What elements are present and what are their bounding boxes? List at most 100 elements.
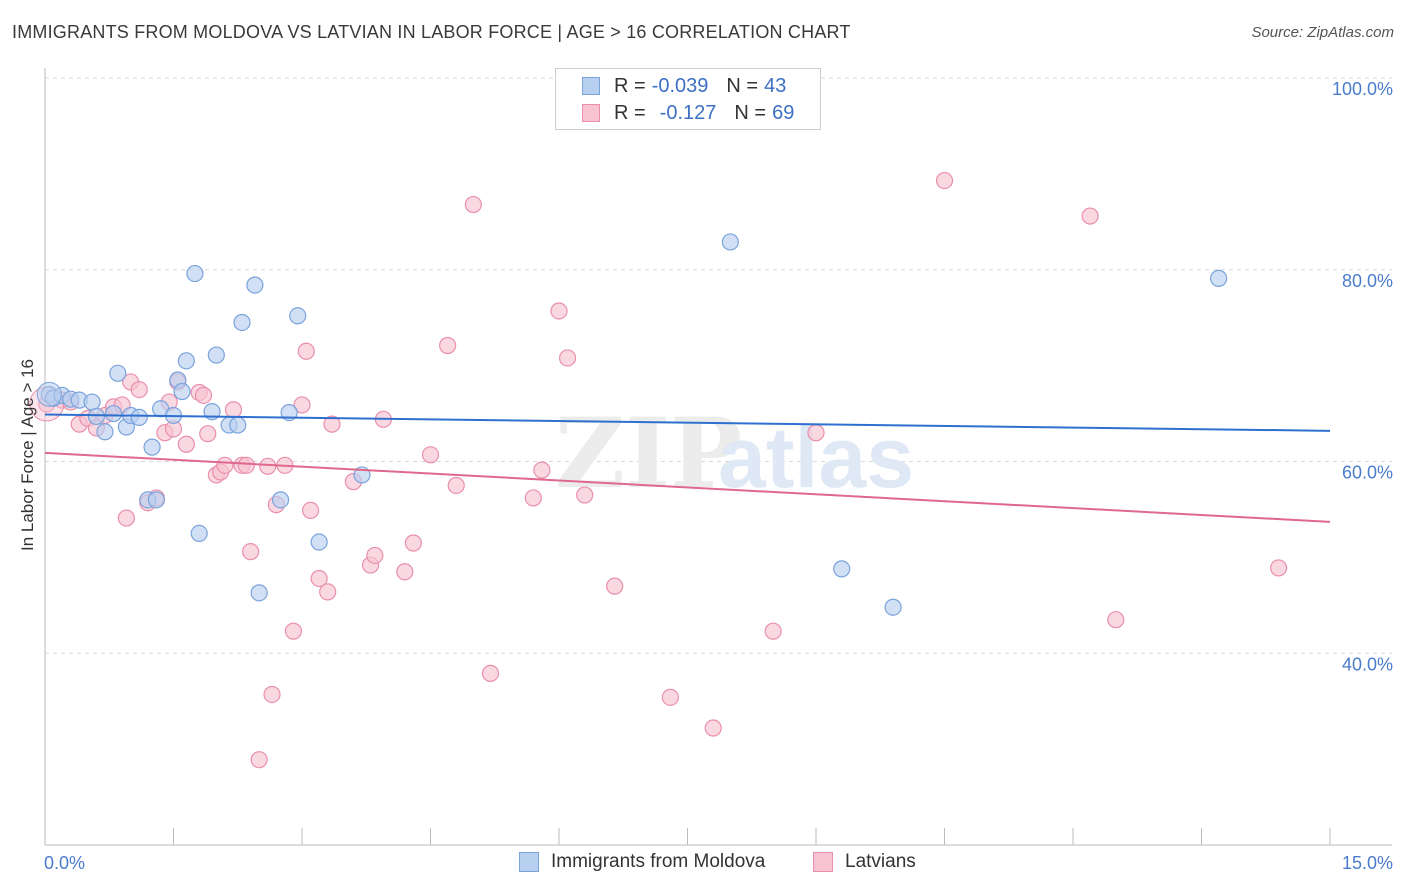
moldova-point bbox=[173, 382, 191, 401]
legend-swatch-pink bbox=[582, 104, 600, 122]
latvian-point bbox=[1107, 611, 1125, 629]
moldova-point bbox=[833, 560, 851, 578]
latvian-point bbox=[481, 664, 500, 682]
moldova-point bbox=[130, 408, 148, 426]
legend-r-value: -0.039 bbox=[651, 74, 709, 97]
latvian-point bbox=[807, 424, 825, 442]
moldova-point bbox=[310, 533, 328, 551]
legend-n-value: 43 bbox=[764, 74, 787, 97]
moldova-point bbox=[289, 307, 307, 325]
moldova-point bbox=[83, 393, 101, 411]
latvian-point bbox=[1269, 559, 1288, 577]
legend-swatch-blue bbox=[582, 77, 600, 95]
x-tick-label-max: 15.0% bbox=[1342, 853, 1393, 873]
legend-n-label: N = bbox=[726, 74, 759, 97]
latvian-point bbox=[237, 456, 255, 474]
legend-label-moldova: Immigrants from Moldova bbox=[551, 851, 766, 872]
latvian-point bbox=[284, 622, 303, 640]
legend-r-value: -0.127 bbox=[659, 101, 717, 124]
moldova-point bbox=[229, 416, 247, 434]
legend-item-latvians[interactable]: Latvians bbox=[813, 851, 916, 873]
moldova-point bbox=[246, 276, 264, 294]
latvian-point bbox=[524, 489, 542, 507]
moldova-point bbox=[177, 352, 195, 370]
latvian-point bbox=[224, 401, 243, 419]
moldova-trend-line bbox=[44, 413, 1331, 432]
latvian-point bbox=[935, 171, 954, 190]
latvian-point bbox=[323, 415, 341, 433]
moldova-point bbox=[190, 524, 208, 543]
moldova-point bbox=[271, 491, 290, 509]
legend-label-latvians: Latvians bbox=[845, 851, 916, 872]
latvian-point bbox=[464, 195, 482, 214]
legend-r-label: R = bbox=[614, 101, 646, 124]
moldova-point bbox=[1210, 269, 1228, 287]
legend-item-moldova[interactable]: Immigrants from Moldova bbox=[519, 851, 765, 873]
y-tick-label: 100.0% bbox=[1332, 79, 1393, 99]
latvian-point bbox=[661, 688, 679, 706]
moldova-point bbox=[884, 598, 902, 616]
y-axis-label: In Labor Force | Age > 16 bbox=[18, 358, 37, 552]
watermark: ZIP atlas bbox=[555, 397, 914, 510]
latvian-point bbox=[421, 446, 440, 464]
y-tick-label: 80.0% bbox=[1342, 271, 1393, 291]
x-tick-label-min: 0.0% bbox=[44, 853, 85, 873]
latvian-trend-line bbox=[44, 451, 1331, 523]
trend-lines bbox=[44, 413, 1331, 523]
latvian-point bbox=[606, 577, 624, 595]
latvian-point bbox=[550, 302, 568, 320]
latvian-point bbox=[310, 569, 328, 588]
latvian-point bbox=[177, 435, 195, 453]
latvian-point bbox=[1081, 207, 1099, 225]
moldova-point bbox=[233, 313, 251, 332]
moldova-point bbox=[721, 233, 739, 251]
moldova-point bbox=[87, 407, 106, 426]
series-legend: Immigrants from Moldova Latvians bbox=[0, 851, 1406, 879]
latvian-point bbox=[250, 751, 268, 769]
legend-n-label: N = bbox=[734, 101, 767, 124]
moldova-point bbox=[96, 423, 114, 441]
latvian-point bbox=[259, 457, 277, 475]
legend-row-latvians: R = -0.127 N = 69 bbox=[556, 100, 794, 126]
latvian-point bbox=[576, 486, 594, 504]
y-tick-label: 40.0% bbox=[1342, 654, 1393, 674]
latvian-point bbox=[704, 719, 722, 737]
latvian-point bbox=[216, 456, 234, 474]
latvian-point bbox=[293, 396, 311, 414]
moldova-points bbox=[36, 233, 1228, 616]
tick-labels: 40.0% 60.0% 80.0% 100.0% 0.0% 15.0% bbox=[44, 79, 1393, 873]
moldova-point bbox=[109, 364, 127, 382]
latvian-point bbox=[558, 349, 577, 367]
moldova-point-cluster bbox=[36, 381, 62, 407]
latvian-point bbox=[533, 461, 551, 479]
moldova-point bbox=[147, 491, 165, 509]
latvian-point bbox=[130, 380, 148, 399]
legend-r-label: R = bbox=[614, 74, 646, 97]
latvian-point bbox=[366, 546, 384, 565]
legend-swatch-moldova bbox=[519, 852, 539, 872]
grid bbox=[45, 77, 1392, 654]
source-label: Source: ZipAtlas.com bbox=[1251, 24, 1394, 41]
moldova-point bbox=[143, 438, 161, 456]
latvian-point bbox=[242, 543, 260, 561]
stats-legend: R = -0.039 N = 43 R = -0.127 N = 69 bbox=[555, 68, 821, 130]
legend-row-moldova: R = -0.039 N = 43 bbox=[556, 73, 786, 99]
moldova-point bbox=[250, 584, 268, 602]
latvian-point bbox=[194, 386, 213, 404]
latvian-point bbox=[404, 534, 422, 552]
legend-n-value: 69 bbox=[772, 101, 795, 124]
latvian-point bbox=[199, 425, 217, 443]
moldova-point bbox=[186, 264, 204, 283]
latvian-point bbox=[447, 476, 465, 495]
moldova-point bbox=[104, 404, 123, 423]
y-tick-label: 60.0% bbox=[1342, 463, 1393, 483]
latvian-point bbox=[319, 583, 337, 601]
axes bbox=[44, 68, 1392, 846]
latvian-point bbox=[301, 501, 320, 519]
latvian-point bbox=[439, 336, 457, 355]
legend-swatch-latvians bbox=[813, 852, 833, 872]
latvian-point bbox=[117, 509, 135, 527]
chart-title: IMMIGRANTS FROM MOLDOVA VS LATVIAN IN LA… bbox=[12, 22, 851, 42]
moldova-point bbox=[207, 346, 225, 364]
